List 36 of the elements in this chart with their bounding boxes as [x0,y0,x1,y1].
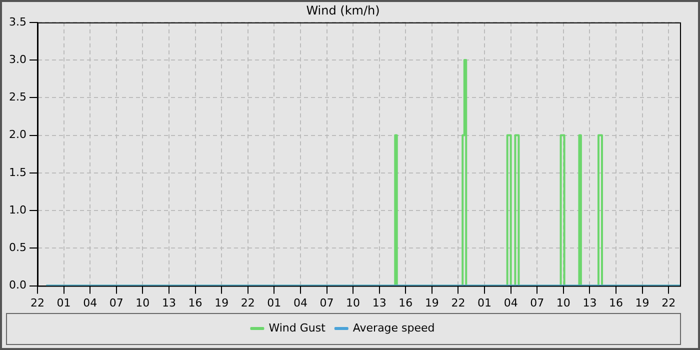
x-tick-label: 19 [635,296,650,310]
x-tick-label: 22 [662,296,676,310]
x-tick-label: 22 [451,296,466,310]
x-tick-label: 07 [320,296,334,310]
legend-label: Wind Gust [268,321,326,334]
x-tick-label: 13 [162,296,176,310]
x-tick-label: 01 [478,296,492,310]
y-tick-label: 1.5 [8,166,26,179]
y-tick-label: 3.5 [8,15,26,28]
x-tick-label: 04 [293,296,308,310]
y-tick-label: 0.5 [8,241,26,254]
x-tick-label: 10 [136,296,150,310]
x-tick-label: 07 [109,296,124,310]
x-tick-label: 22 [240,296,255,310]
x-tick-label: 16 [609,296,624,310]
y-tick-label: 2.0 [8,128,26,142]
x-tick-label: 19 [214,296,229,310]
y-tick-label: 3.0 [8,52,26,66]
x-tick-label: 07 [530,296,544,310]
x-tick-label: 10 [346,296,360,310]
x-tick-label: 13 [582,296,597,310]
x-tick-label: 22 [30,296,44,310]
y-tick-label: 2.5 [8,90,26,104]
y-tick-label: 1.0 [8,203,26,216]
x-tick-label: 01 [56,296,71,310]
x-tick-label: 16 [398,296,413,310]
x-tick-label: 01 [267,296,282,310]
x-tick-label: 10 [556,296,570,310]
x-tick-label: 16 [188,296,202,310]
y-tick-label: 0.0 [8,278,26,292]
x-tick-label: 19 [424,296,439,310]
x-tick-label: 04 [83,296,98,310]
chart-title: Wind (km/h) [306,3,380,18]
legend-label: Average speed [352,321,435,334]
x-tick-label: 13 [372,296,386,310]
x-tick-label: 04 [504,296,518,310]
